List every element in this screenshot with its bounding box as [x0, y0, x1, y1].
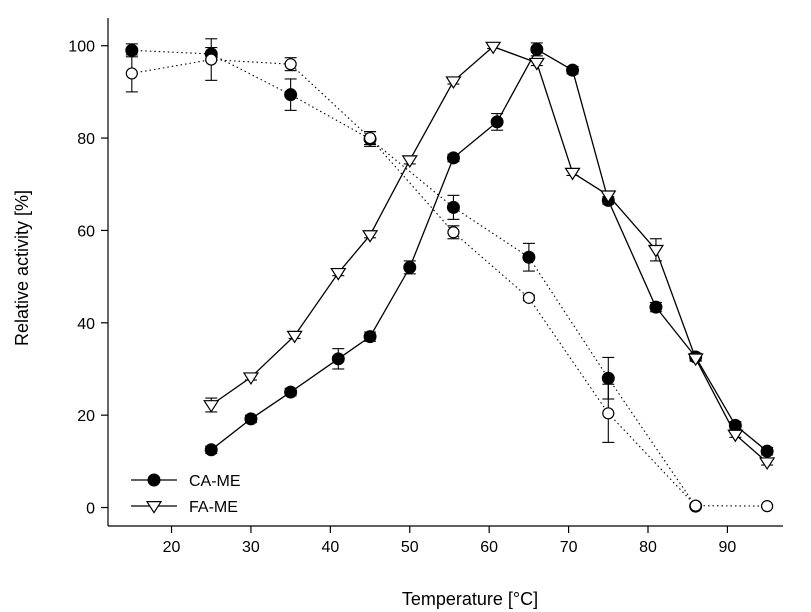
y-tick-label: 80 — [77, 131, 95, 148]
legend-label-ca-me: CA-ME — [189, 473, 241, 490]
axes: 20 30 40 50 60 70 80 90 0 20 40 60 80 100 — [68, 18, 783, 556]
fa-me-point — [600, 190, 617, 204]
series-3-point — [522, 250, 536, 264]
ca-me-point — [204, 443, 218, 457]
fa-me-line — [210, 45, 768, 463]
legend: CA-ME FA-ME — [131, 473, 241, 516]
legend-marker-fa-me — [145, 501, 163, 514]
series-4-point — [284, 58, 297, 71]
series-4-point — [205, 53, 218, 66]
fa-me-point — [445, 76, 462, 90]
series-4-point — [125, 67, 138, 80]
fa-me-point — [330, 267, 347, 281]
fa-me-point — [687, 353, 704, 367]
y-tick-label: 40 — [77, 316, 95, 333]
y-axis-label: Relative activity [%] — [12, 190, 32, 346]
fa-me-point — [759, 457, 776, 471]
fa-me-point — [564, 167, 581, 181]
series-4-point — [363, 131, 377, 145]
fa-me-point — [401, 155, 418, 169]
fa-me-point — [485, 41, 502, 55]
ca-me-point — [566, 63, 580, 77]
ca-me-point — [760, 444, 774, 458]
legend-label-fa-me: FA-ME — [189, 499, 238, 516]
ca-me-point — [649, 300, 663, 314]
series-3-point — [284, 88, 298, 102]
x-tick-label: 70 — [560, 539, 578, 556]
x-tick-label: 50 — [401, 539, 419, 556]
series-4-point — [689, 499, 702, 512]
series-3-line — [131, 49, 697, 507]
solid-series-lines — [210, 45, 768, 463]
ca-me-point — [284, 385, 298, 399]
ca-me-point — [331, 352, 345, 366]
y-tick-label: 100 — [68, 39, 95, 56]
error-bars — [125, 38, 774, 509]
ca-me-point — [490, 115, 504, 129]
data-markers — [125, 41, 776, 513]
ca-me-point — [530, 42, 544, 56]
series-4-line — [131, 59, 768, 507]
fa-me-point — [203, 400, 220, 413]
x-tick-label: 30 — [242, 539, 260, 556]
series-3-point — [446, 200, 460, 214]
fa-me-point — [242, 372, 260, 386]
fa-me-point — [647, 244, 665, 258]
fa-me-point — [528, 57, 545, 71]
fa-me-point — [361, 230, 379, 243]
fa-me-point — [727, 429, 744, 443]
series-4-point — [761, 500, 774, 513]
ca-me-point — [244, 412, 258, 426]
x-tick-label: 80 — [639, 539, 657, 556]
y-tick-label: 0 — [86, 501, 95, 518]
ca-me-point — [446, 151, 460, 165]
series-4-point — [522, 291, 535, 304]
y-tick-label: 60 — [77, 223, 95, 240]
series-4-point — [602, 407, 615, 420]
x-tick-label: 40 — [321, 539, 339, 556]
x-tick-label: 20 — [163, 539, 181, 556]
ca-me-point — [403, 260, 417, 274]
legend-marker-ca-me — [147, 473, 161, 487]
series-3-point — [601, 371, 615, 385]
fa-me-point — [286, 330, 303, 344]
y-tick-label: 20 — [77, 408, 95, 425]
series-4-point — [447, 226, 460, 239]
ca-me-point — [363, 330, 377, 344]
x-tick-label: 60 — [480, 539, 498, 556]
x-tick-label: 90 — [719, 539, 737, 556]
series-3-point — [125, 43, 139, 57]
x-axis-label: Temperature [°C] — [402, 589, 538, 609]
ca-me-point — [728, 418, 742, 432]
